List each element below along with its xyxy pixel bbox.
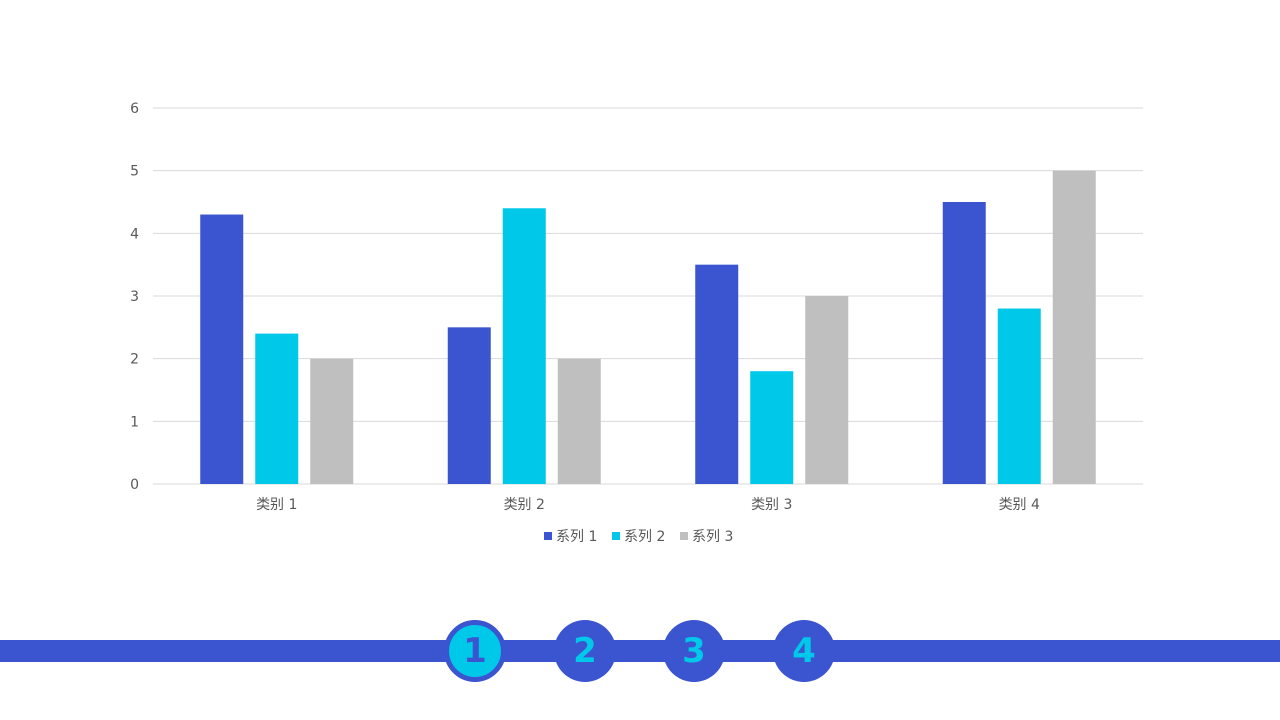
legend-swatch [612, 532, 620, 540]
step-1-label: 1 [463, 631, 487, 671]
step-3-button[interactable]: 3 [663, 620, 725, 682]
y-tick-label: 4 [130, 226, 139, 242]
bar-系列 1-类别 4 [942, 202, 986, 484]
y-tick-label: 6 [130, 101, 139, 117]
y-tick-label: 1 [130, 414, 139, 430]
bar-系列 2-类别 2 [502, 208, 546, 484]
bar-chart: 0 1 2 3 4 5 6 类别 1 类别 2 类别 3 类别 4 系列 1 系列 2 系列 3 [130, 101, 1143, 545]
bar-系列 1-类别 3 [695, 264, 739, 484]
bar-系列 2-类别 1 [255, 333, 299, 484]
gridlines [153, 107, 1143, 485]
step-2-button[interactable]: 2 [554, 620, 616, 682]
legend-label: 系列 1 [556, 529, 597, 545]
y-tick-label: 0 [130, 477, 139, 493]
step-3-label: 3 [682, 631, 706, 671]
bar-系列 3-类别 1 [310, 358, 354, 484]
bars [200, 170, 1096, 485]
legend: 系列 1 系列 2 系列 3 [544, 529, 733, 545]
step-1-button[interactable]: 1 [444, 620, 506, 682]
bar-系列 1-类别 2 [447, 327, 491, 484]
step-2-label: 2 [573, 631, 597, 671]
category-label: 类别 3 [751, 497, 792, 513]
y-axis-ticks: 0 1 2 3 4 5 6 [130, 101, 139, 493]
bar-系列 2-类别 4 [997, 308, 1041, 484]
legend-swatch [544, 532, 552, 540]
category-label: 类别 4 [999, 497, 1040, 513]
bar-系列 3-类别 2 [557, 358, 601, 484]
legend-label: 系列 2 [624, 529, 665, 545]
step-4-label: 4 [792, 631, 816, 671]
y-tick-label: 3 [130, 289, 139, 305]
bar-系列 3-类别 3 [805, 296, 849, 484]
step-4-button[interactable]: 4 [773, 620, 835, 682]
y-tick-label: 5 [130, 164, 139, 180]
progress-bar [0, 640, 1280, 662]
category-label: 类别 2 [504, 497, 545, 513]
legend-label: 系列 3 [692, 529, 733, 545]
bar-系列 3-类别 4 [1052, 170, 1096, 484]
legend-swatch [680, 532, 688, 540]
bar-系列 2-类别 3 [750, 371, 794, 484]
y-tick-label: 2 [130, 352, 139, 368]
bar-系列 1-类别 1 [200, 214, 244, 485]
category-label: 类别 1 [256, 497, 297, 513]
category-labels: 类别 1 类别 2 类别 3 类别 4 [256, 497, 1040, 513]
